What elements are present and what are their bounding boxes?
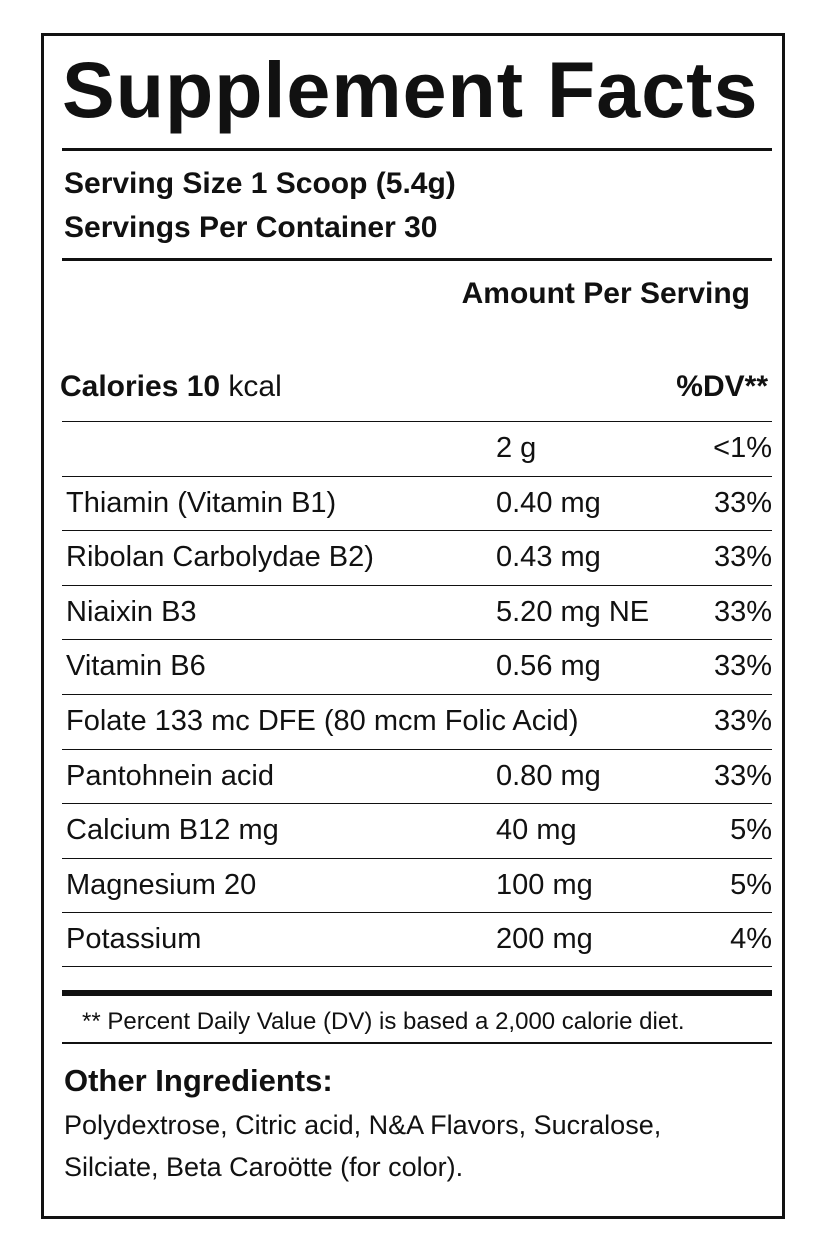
divider-footnote (62, 1042, 772, 1044)
nutrient-row: Niaixin B3 5.20 mg NE 33% (62, 584, 772, 640)
dv-header: %DV** (676, 370, 768, 403)
nutrient-name: Thiamin (Vitamin B1) (66, 486, 337, 519)
nutrient-dv: <1% (713, 432, 772, 464)
ingredients-line: Silciate, Beta Caroötte (for color). (64, 1152, 464, 1182)
divider-title (62, 148, 772, 151)
nutrient-row: Magnesium 20 100 mg 5% (62, 857, 772, 913)
nutrient-amount: 0.80 mg (496, 759, 601, 792)
nutrient-name: Pantohnein acid (66, 759, 274, 792)
other-ingredients-list: Polydextrose, Citric acid, N&A Flavors, … (64, 1104, 764, 1188)
nutrient-row: Vitamin B6 0.56 mg 33% (62, 639, 772, 694)
nutrient-name: Niaixin B3 (66, 595, 197, 628)
nutrient-dv: 33% (713, 650, 772, 683)
ingredients-line: Polydextrose, Citric acid, N&A Flavors, … (64, 1110, 662, 1140)
nutrient-name: Potassium (66, 923, 202, 956)
calories-unit: kcal (220, 370, 282, 403)
dv-footnote: ** Percent Daily Value (DV) is based a 2… (82, 1008, 685, 1035)
nutrient-row: Calcium B12 mg 40 mg 5% (62, 803, 772, 858)
nutrient-dv: 33% (713, 486, 772, 519)
nutrient-dv: 5% (730, 814, 772, 847)
serving-size: Serving Size 1 Scoop (5.4g) (64, 167, 456, 200)
nutrient-amount: 200 mg (496, 923, 593, 956)
nutrient-row: 2 g <1% (62, 421, 772, 476)
nutrient-amount: 5.20 mg NE (496, 595, 650, 628)
calories-value: Calories 10 (60, 370, 221, 403)
nutrient-dv: 5% (730, 868, 772, 901)
nutrient-dv: 33% (713, 759, 772, 792)
nutrient-name: Vitamin B6 (66, 650, 206, 683)
nutrient-table: 2 g <1% Thiamin (Vitamin B1) 0.40 mg 33%… (62, 421, 772, 967)
nutrient-name: Magnesium 20 (66, 868, 257, 901)
calories-line: Calories 10 kcal (60, 372, 282, 402)
other-ingredients-title: Other Ingredients: (64, 1063, 333, 1098)
nutrient-row: Ribolan Carbolydae B2) 0.43 mg 33% (62, 530, 772, 585)
nutrient-row: Potassium 200 mg 4% (62, 912, 772, 967)
nutrient-amount: 2 g (496, 432, 537, 464)
amount-per-serving-header: Amount Per Serving (461, 277, 750, 310)
label-title: Supplement Facts (62, 45, 759, 134)
nutrient-amount: 40 mg (496, 814, 577, 847)
nutrient-dv: 33% (713, 704, 772, 737)
nutrient-name: Folate 133 mc DFE (80 mcm Folic Acid) (66, 704, 579, 737)
nutrient-amount: 0.43 mg (496, 541, 601, 574)
nutrient-name: Calcium B12 mg (66, 814, 279, 847)
nutrient-dv: 33% (713, 595, 772, 628)
nutrient-amount: 100 mg (496, 868, 593, 901)
servings-per-container: Servings Per Container 30 (64, 211, 438, 244)
divider-thick (62, 990, 772, 996)
divider-serving (62, 258, 772, 261)
nutrient-dv: 4% (730, 923, 772, 956)
nutrient-row: Folate 133 mc DFE (80 mcm Folic Acid) 33… (62, 693, 772, 749)
nutrient-dv: 33% (713, 541, 772, 574)
supplement-facts-panel: Supplement Facts Serving Size 1 Scoop (5… (41, 33, 785, 1219)
nutrient-row: Thiamin (Vitamin B1) 0.40 mg 33% (62, 475, 772, 531)
nutrient-amount: 0.40 mg (496, 486, 601, 519)
nutrient-amount: 0.56 mg (496, 650, 601, 683)
nutrient-name: Ribolan Carbolydae B2) (66, 541, 374, 574)
nutrient-row: Pantohnein acid 0.80 mg 33% (62, 748, 772, 804)
